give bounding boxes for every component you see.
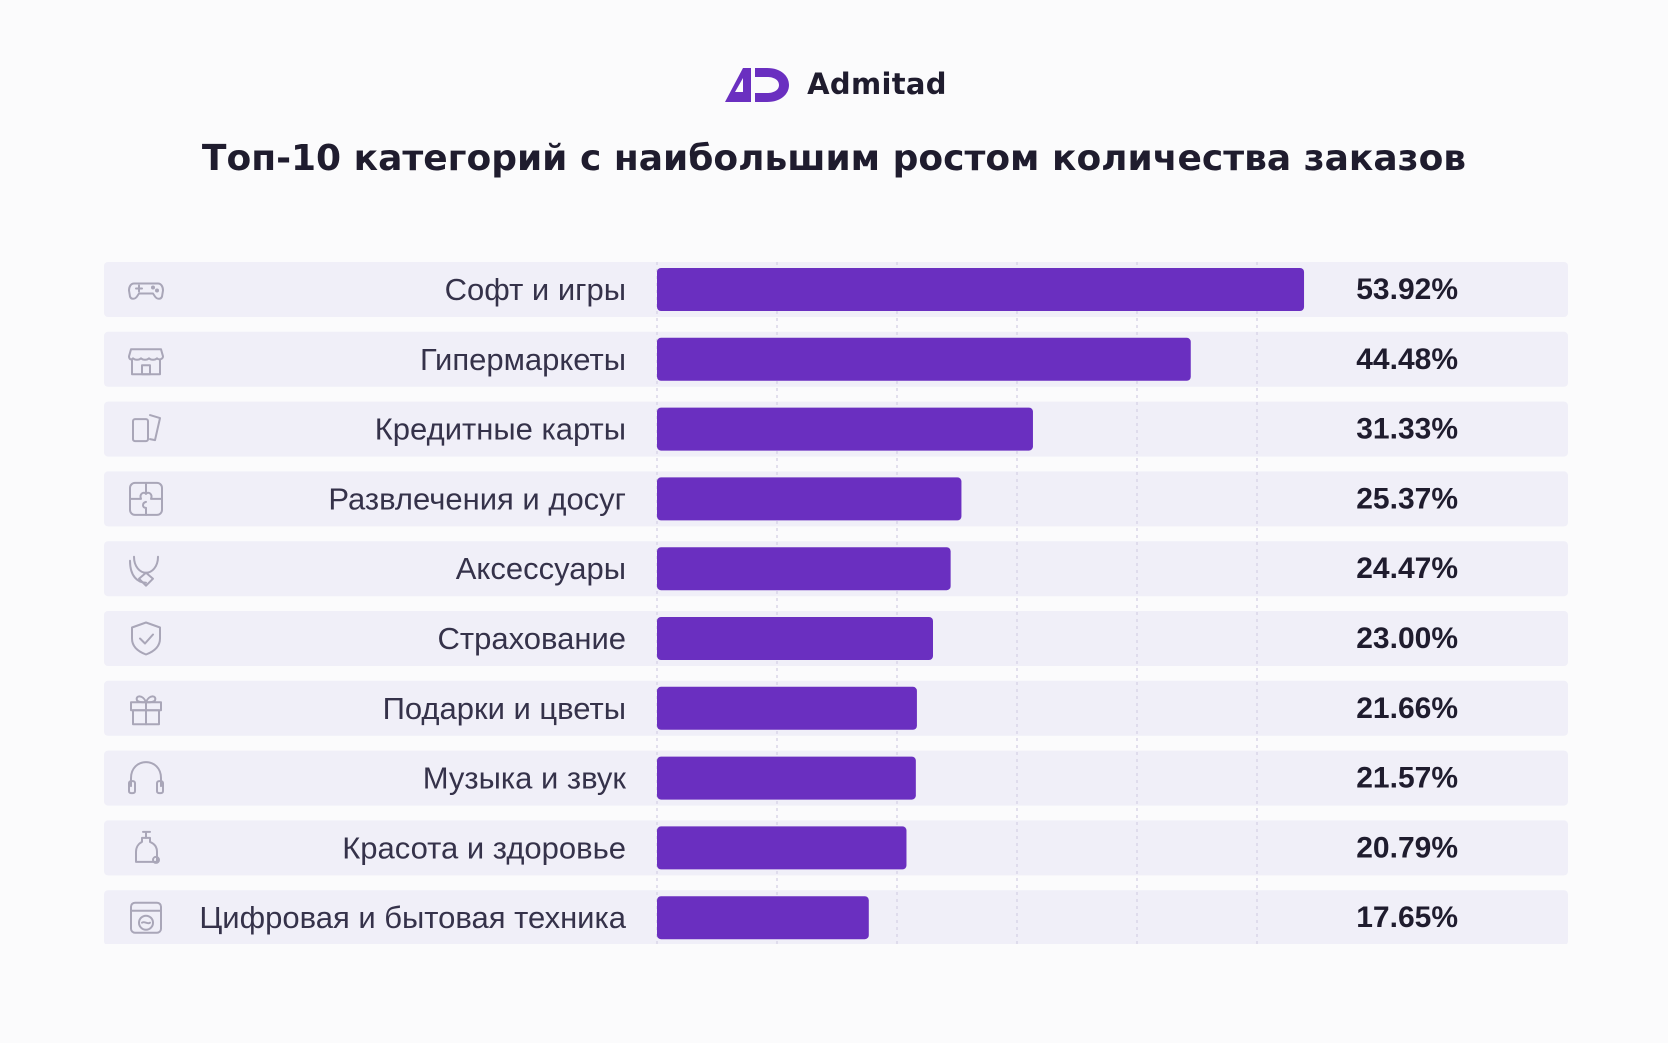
category-label: Красота и здоровье <box>342 830 626 865</box>
category-label: Цифровая и бытовая техника <box>199 900 626 935</box>
bar <box>657 547 951 591</box>
bar <box>657 268 1305 311</box>
value-label: 21.66% <box>1356 692 1458 725</box>
washing-machine-icon <box>130 901 162 934</box>
value-label: 17.65% <box>1356 901 1458 934</box>
soap-bottle-icon <box>135 830 160 864</box>
chart-title: Топ-10 категорий с наибольшим ростом кол… <box>201 138 1467 179</box>
bar <box>657 756 916 800</box>
value-label: 25.37% <box>1356 482 1458 515</box>
value-label: 24.47% <box>1356 552 1458 585</box>
value-label: 53.92% <box>1356 273 1458 306</box>
necklace-icon <box>129 555 159 587</box>
category-label: Музыка и звук <box>423 761 627 796</box>
brand-name: Admitad <box>807 67 947 101</box>
bar-chart: Софт и игры 53.92% Гипермаркеты 44.48% Креди… <box>104 262 1568 944</box>
bar <box>657 686 917 730</box>
category-label: Страхование <box>438 621 627 656</box>
category-label: Развлечения и досуг <box>328 481 626 516</box>
category-label: Гипермаркеты <box>420 342 626 377</box>
bar <box>657 337 1191 381</box>
brand-header: Admitad <box>0 62 1668 106</box>
category-label: Подарки и цветы <box>383 691 626 726</box>
category-label: Софт и игры <box>445 272 626 307</box>
shield-check-icon <box>131 621 161 656</box>
category-label: Кредитные карты <box>375 412 626 447</box>
bar <box>657 477 962 521</box>
credit-cards-icon <box>132 414 161 443</box>
bar <box>657 617 933 660</box>
headphones-icon <box>128 761 164 795</box>
bar <box>657 407 1033 451</box>
value-label: 44.48% <box>1356 343 1458 376</box>
puzzle-icon <box>129 481 163 516</box>
store-icon <box>128 348 164 376</box>
value-label: 20.79% <box>1356 831 1458 864</box>
value-label: 23.00% <box>1356 622 1458 655</box>
gamepad-icon <box>128 282 164 300</box>
admitad-logo-icon <box>725 68 790 102</box>
gift-icon <box>130 695 162 726</box>
value-label: 21.57% <box>1356 762 1458 795</box>
value-label: 31.33% <box>1356 413 1458 446</box>
category-label: Аксессуары <box>456 551 626 586</box>
bar <box>657 826 907 870</box>
bar <box>657 896 869 940</box>
